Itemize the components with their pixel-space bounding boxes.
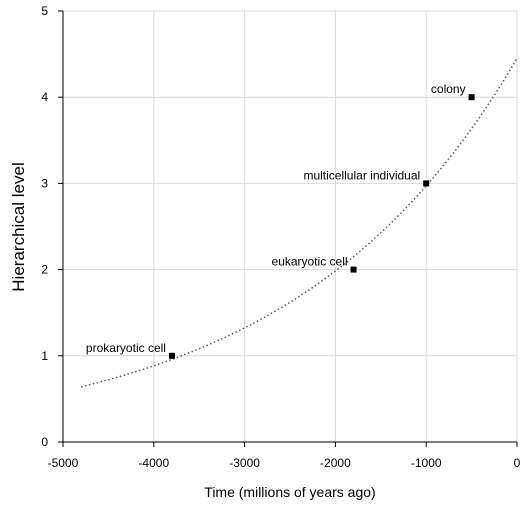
y-tick-label: 5 [41,4,48,18]
x-axis-label: Time (millions of years ago) [204,484,375,500]
data-point [423,180,430,187]
x-tick-label: 0 [514,456,521,470]
x-tick-label: -4000 [138,456,169,470]
tick-labels: -5000 -4000 -3000 -2000 -1000 0 0 1 2 3 4 5 [41,4,520,470]
axes [58,10,518,447]
y-tick-label: 0 [41,435,48,449]
x-tick-label: -5000 [48,456,79,470]
data-points: prokaryotic cell eukaryotic cell multicell… [86,82,475,359]
y-tick-label: 4 [41,90,48,104]
x-tick-label: -2000 [320,456,351,470]
y-axis-label: Hierarchical level [9,162,28,291]
data-point [350,266,357,273]
y-tick-label: 2 [41,263,48,277]
gridlines [63,10,518,442]
x-tick-label: -3000 [229,456,260,470]
data-label: colony [431,82,466,96]
data-label: prokaryotic cell [86,341,166,355]
data-label: eukaryotic cell [272,255,348,269]
data-point [468,94,475,101]
y-tick-label: 1 [41,349,48,363]
x-tick-label: -1000 [411,456,442,470]
trendline [80,58,518,388]
data-label: multicellular individual [303,168,420,182]
y-tick-label: 3 [41,176,48,190]
data-point [168,352,175,359]
